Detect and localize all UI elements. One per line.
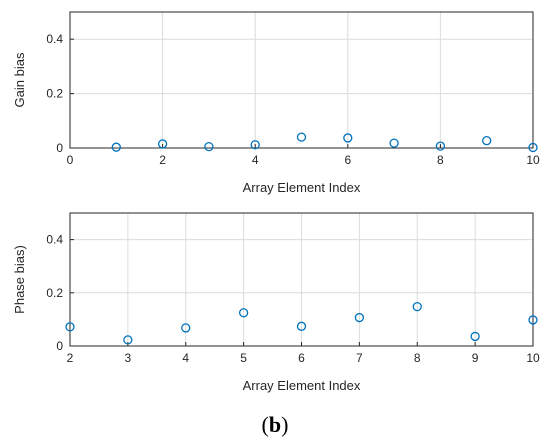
gain-x-tick-label-3: 6 bbox=[344, 153, 351, 167]
phase-x-axis-label: Array Element Index bbox=[243, 378, 361, 393]
gain-plot-area bbox=[70, 12, 533, 148]
phase-data-point-5 bbox=[354, 312, 365, 323]
phase-data-point-7 bbox=[470, 331, 480, 342]
gain-data-point-9 bbox=[528, 142, 538, 153]
phase-x-tick-label-1: 3 bbox=[125, 351, 132, 365]
phase-data-point-1 bbox=[123, 335, 133, 345]
phase-bias-plot: 2 3 4 5 6 7 8 9 10 0 0.2 0.4 Array Element Index Phas… bbox=[12, 212, 540, 393]
phase-x-tick-label-0: 2 bbox=[67, 351, 74, 365]
gain-data-point-8 bbox=[482, 136, 492, 146]
gain-y-tick-label-2: 0.4 bbox=[46, 32, 63, 46]
phase-data-point-3 bbox=[238, 308, 249, 318]
gain-x-tick-label-4: 8 bbox=[437, 153, 444, 167]
gain-data-point-5 bbox=[343, 133, 353, 143]
phase-x-tick-label-8: 10 bbox=[526, 351, 540, 365]
gain-data-point-1 bbox=[157, 139, 168, 149]
phase-y-axis-label: Phase bias) bbox=[12, 245, 27, 314]
phase-x-tick-label-7: 9 bbox=[472, 351, 479, 365]
gain-x-tick-label-5: 10 bbox=[526, 153, 540, 167]
phase-y-tick-label-1: 0.2 bbox=[46, 286, 63, 300]
figure-caption: (b) bbox=[0, 412, 550, 438]
phase-x-tick-label-6: 8 bbox=[414, 351, 421, 365]
gain-data-point-3 bbox=[250, 140, 260, 150]
phase-data-point-2 bbox=[181, 323, 191, 333]
phase-data-point-8 bbox=[528, 315, 538, 325]
phase-y-tick-label-2: 0.4 bbox=[46, 233, 63, 247]
phase-y-tick-label-0: 0 bbox=[56, 339, 63, 353]
gain-data-point-6 bbox=[389, 138, 399, 148]
gain-y-axis-label: Gain bias bbox=[12, 52, 27, 107]
gain-y-tick-label-1: 0.2 bbox=[46, 87, 63, 101]
phase-data-point-6 bbox=[412, 301, 422, 312]
gain-data-point-0 bbox=[111, 142, 121, 152]
gain-data-point-4 bbox=[296, 132, 307, 142]
gain-data-point-7 bbox=[435, 141, 446, 151]
caption-letter: b bbox=[268, 412, 282, 437]
gain-x-tick-label-0: 0 bbox=[67, 153, 74, 167]
gain-axes-frame bbox=[69, 11, 534, 149]
caption-close: ) bbox=[281, 412, 289, 437]
phase-x-tick-label-4: 6 bbox=[298, 351, 305, 365]
gain-data-point-2 bbox=[204, 141, 214, 152]
phase-data-point-0 bbox=[65, 322, 75, 332]
caption-open: ( bbox=[261, 412, 269, 437]
gain-bias-plot: 0 2 4 6 8 10 0 0.2 0.4 Array Element Index Gain bi… bbox=[12, 11, 540, 195]
gain-x-tick-label-1: 2 bbox=[159, 153, 166, 167]
phase-data-point-4 bbox=[296, 321, 307, 331]
phase-x-tick-label-3: 5 bbox=[240, 351, 247, 365]
phase-x-tick-label-5: 7 bbox=[356, 351, 363, 365]
gain-x-tick-label-2: 4 bbox=[252, 153, 259, 167]
gain-y-tick-label-0: 0 bbox=[56, 141, 63, 155]
gain-x-axis-label: Array Element Index bbox=[243, 180, 361, 195]
phase-x-tick-label-2: 4 bbox=[182, 351, 189, 365]
